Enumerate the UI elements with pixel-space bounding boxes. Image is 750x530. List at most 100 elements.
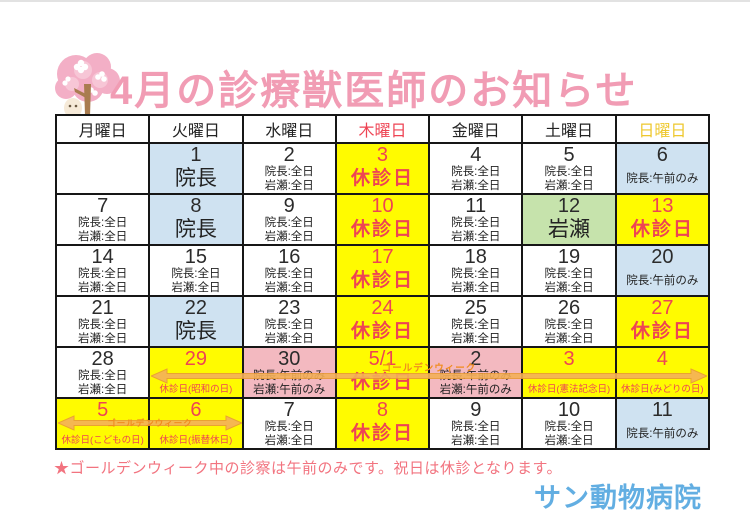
day-cell-closed: 24 休診日 [334,295,431,348]
duty-text: 院長:全日 [78,319,128,331]
day-number: 12 [557,195,581,217]
duty-text: 岩瀬:午前のみ [253,383,326,396]
duty-text: 院長:全日 [544,268,594,280]
duty-text: 岩瀬 [548,218,591,241]
duty-text: 院長 [174,167,217,190]
duty-text: 岩瀬:全日 [264,434,314,447]
day-number: 11 [651,399,673,421]
duty-text: 岩瀬:全日 [544,281,594,294]
day-cell: 8 院長 [148,193,244,246]
duty-text: 院長:全日 [264,319,314,331]
duty-text: 院長:全日 [78,268,128,280]
day-number: 5 [563,144,575,166]
duty-text: 院長:全日 [78,217,128,229]
weekday-header-sun: 日曜日 [614,114,711,144]
week-row: 21 院長:全日 岩瀬:全日 22 院長 23 院長:全日 岩瀬:全日 24 休… [54,295,711,348]
day-cell: 15 院長:全日 岩瀬:全日 [148,244,244,297]
weekday-header-wed: 水曜日 [241,114,337,144]
week-row: 7 院長:全日 岩瀬:全日 8 院長 9 院長:全日 岩瀬:全日 10 休診日 … [54,193,711,246]
day-number: 8 [376,399,389,421]
day-number: 18 [464,246,487,268]
day-number: 26 [557,297,581,319]
day-number: 30 [278,348,301,370]
day-number: 25 [464,297,487,319]
day-cell: 4 院長:全日 岩瀬:全日 [428,142,524,195]
holiday-label: 休診日(みどりの日) [621,384,704,395]
day-cell-closed: 17 休診日 [334,244,431,297]
duty-text: 岩瀬:全日 [264,332,314,345]
closed-label: 休診日 [350,219,414,240]
duty-text: 院長:全日 [264,166,314,178]
day-number: 16 [278,246,301,268]
day-number: 2 [283,144,295,166]
day-cell: 11 院長:午前のみ [614,397,711,450]
duty-text: 岩瀬:全日 [78,332,128,345]
day-cell: 16 院長:全日 岩瀬:全日 [241,244,337,297]
closed-label: 休診日 [630,321,694,342]
day-cell: 26 院長:全日 岩瀬:全日 [521,295,617,348]
day-number: 8 [190,195,202,217]
duty-text: 岩瀬:全日 [451,332,501,345]
day-cell: 5 院長:全日 岩瀬:全日 [521,142,617,195]
week-row-golden-week: 28 院長:全日 岩瀬:全日 29 休診日(昭和の日) 30 院長:午前のみ 岩… [54,346,711,399]
day-cell: 9 院長:全日 岩瀬:全日 [241,193,337,246]
day-number: 17 [371,246,394,268]
duty-text: 院長 [174,218,217,241]
duty-text: 岩瀬:全日 [451,434,501,447]
day-number: 7 [283,399,295,421]
weekday-header-tue: 火曜日 [148,114,244,144]
day-number: 19 [557,246,581,268]
day-number: 29 [184,348,208,370]
day-number: 24 [371,297,394,319]
duty-text: 院長:全日 [78,370,128,382]
day-cell-holiday: 3 休診日(憲法記念日) [521,346,617,399]
holiday-label: 休診日(振替休日) [159,435,233,446]
day-number: 28 [91,348,114,370]
day-cell: 14 院長:全日 岩瀬:全日 [54,244,151,297]
day-cell: 7 院長:全日 岩瀬:全日 [241,397,337,450]
golden-week-arrow [151,368,707,384]
day-cell-holiday: 4 休診日(みどりの日) [614,346,711,399]
closed-label: 休診日 [350,168,414,189]
day-number: 6 [656,144,668,166]
duty-text: 院長:全日 [451,319,501,331]
april-calendar: 月曜日 火曜日 水曜日 木曜日 金曜日 土曜日 日曜日 1 院長 2 院長:全日… [54,114,711,450]
day-cell: 6 院長:午前のみ [614,142,711,195]
day-number: 23 [278,297,301,319]
duty-text: 岩瀬:全日 [78,230,128,243]
day-number: 4 [470,144,482,166]
day-cell-closed: 27 休診日 [614,295,711,348]
duty-text: 岩瀬:全日 [264,230,314,243]
duty-text: 院長:午前のみ [626,428,699,440]
day-cell: 23 院長:全日 岩瀬:全日 [241,295,337,348]
duty-text: 院長:全日 [451,421,501,433]
duty-text: 岩瀬:全日 [264,179,314,192]
day-cell: 2 院長:全日 岩瀬:全日 [241,142,337,195]
day-cell: 9 院長:全日 岩瀬:全日 [428,397,524,450]
day-cell: 10 院長:全日 岩瀬:全日 [521,397,617,450]
duty-text: 院長:全日 [264,421,314,433]
duty-text: 院長:全日 [451,166,501,178]
day-cell: 19 院長:全日 岩瀬:全日 [521,244,617,297]
day-cell: 20 院長:午前のみ [614,244,711,297]
day-cell-empty [54,142,151,195]
day-number: 15 [184,246,208,268]
duty-text: 岩瀬:全日 [544,434,594,447]
day-number: 9 [470,399,482,421]
duty-text: 院長:全日 [451,268,501,280]
golden-week-arrow [58,415,242,431]
duty-text: 院長:全日 [264,217,314,229]
day-number: 27 [651,297,674,319]
weekday-header-mon: 月曜日 [54,114,151,144]
duty-text: 院長:全日 [544,166,594,178]
weekday-header-thu: 木曜日 [334,114,431,144]
day-cell: 28 院長:全日 岩瀬:全日 [54,346,151,399]
page-title: 4月の診療獣医師のお知らせ [110,69,638,113]
duty-text: 岩瀬:全日 [264,281,314,294]
golden-week-label: ゴールデンウィーク [381,363,477,374]
day-cell: 1 院長 [148,142,244,195]
day-cell: 11 院長:全日 岩瀬:全日 [428,193,524,246]
duty-text: 院長 [174,320,217,343]
duty-text: 院長:全日 [451,217,501,229]
day-number: 9 [283,195,295,217]
